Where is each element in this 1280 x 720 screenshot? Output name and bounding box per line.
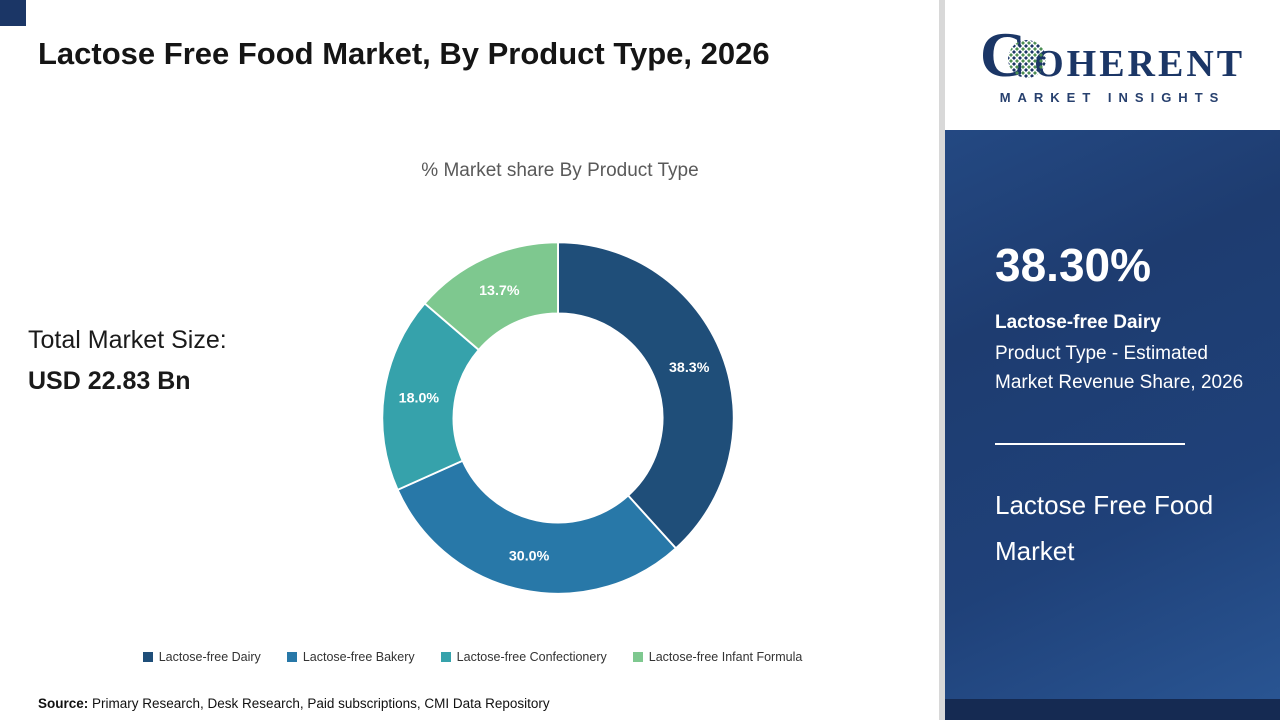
- donut-segment-1: [396, 459, 678, 595]
- page-title: Lactose Free Food Market, By Product Typ…: [38, 36, 770, 71]
- total-market-size-value: USD 22.83 Bn: [28, 367, 191, 395]
- legend-item-bakery: Lactose-free Bakery: [286, 650, 415, 664]
- legend-swatch-dairy: [142, 652, 153, 662]
- legend-item-dairy: Lactose-free Dairy: [142, 650, 261, 664]
- brand-logo-row: C OHERENT: [980, 22, 1246, 86]
- legend-swatch-bakery: [286, 652, 297, 662]
- sidebar-content: 38.30% Lactose-free Dairy Product Type -…: [945, 130, 1280, 720]
- highlight-stat-value: 38.30%: [995, 239, 1152, 291]
- legend-label-dairy: Lactose-free Dairy: [158, 650, 261, 664]
- logo-tagline: MARKET INSIGHTS: [999, 89, 1226, 105]
- highlight-stat-title: Lactose-free Dairy: [995, 312, 1161, 333]
- legend-swatch-confectionery: [440, 652, 451, 662]
- brand-logo: C OHERENT MARKET INSIGHTS: [945, 0, 1280, 130]
- globe-dots-icon: [1007, 39, 1046, 78]
- donut-data-label: 30.0%: [509, 548, 550, 564]
- chart-legend: Lactose-free Dairy Lactose-free Bakery L…: [0, 650, 945, 664]
- panel-divider-line: [995, 443, 1185, 445]
- legend-item-confectionery: Lactose-free Confectionery: [440, 650, 607, 664]
- sidebar-panel: C OHERENT MARKET INSIGHTS 38.30% Lactose…: [939, 0, 1280, 720]
- chart-subtitle: % Market share By Product Type: [421, 160, 699, 181]
- legend-label-bakery: Lactose-free Bakery: [302, 650, 415, 664]
- legend-label-infant-formula: Lactose-free Infant Formula: [648, 650, 803, 664]
- donut-data-label: 13.7%: [479, 283, 520, 299]
- donut-chart: 38.3% 30.0% 18.0% 13.7%: [381, 241, 735, 595]
- source-text: Primary Research, Desk Research, Paid su…: [88, 696, 550, 711]
- logo-brand-name: OHERENT: [1034, 42, 1246, 85]
- legend-item-infant-formula: Lactose-free Infant Formula: [632, 650, 803, 664]
- corner-accent-square: [0, 0, 26, 26]
- total-market-size-block: Total Market Size: USD 22.83 Bn: [28, 326, 227, 396]
- source-label: Source:: [38, 696, 89, 711]
- donut-segment-3: [423, 241, 559, 352]
- panel-bottom-bar: [945, 699, 1280, 720]
- donut-data-label: 38.3%: [669, 360, 710, 376]
- panel-market-name: Lactose Free Food Market: [995, 490, 1214, 566]
- donut-data-label: 18.0%: [399, 391, 440, 407]
- source-line: Source: Primary Research, Desk Research,…: [38, 696, 550, 711]
- highlight-stat-description: Product Type - Estimated Market Revenue …: [995, 343, 1244, 393]
- legend-swatch-infant-formula: [632, 652, 643, 662]
- total-market-size-label: Total Market Size:: [28, 326, 227, 354]
- donut-segment-0: [557, 241, 735, 550]
- legend-label-confectionery: Lactose-free Confectionery: [456, 650, 607, 664]
